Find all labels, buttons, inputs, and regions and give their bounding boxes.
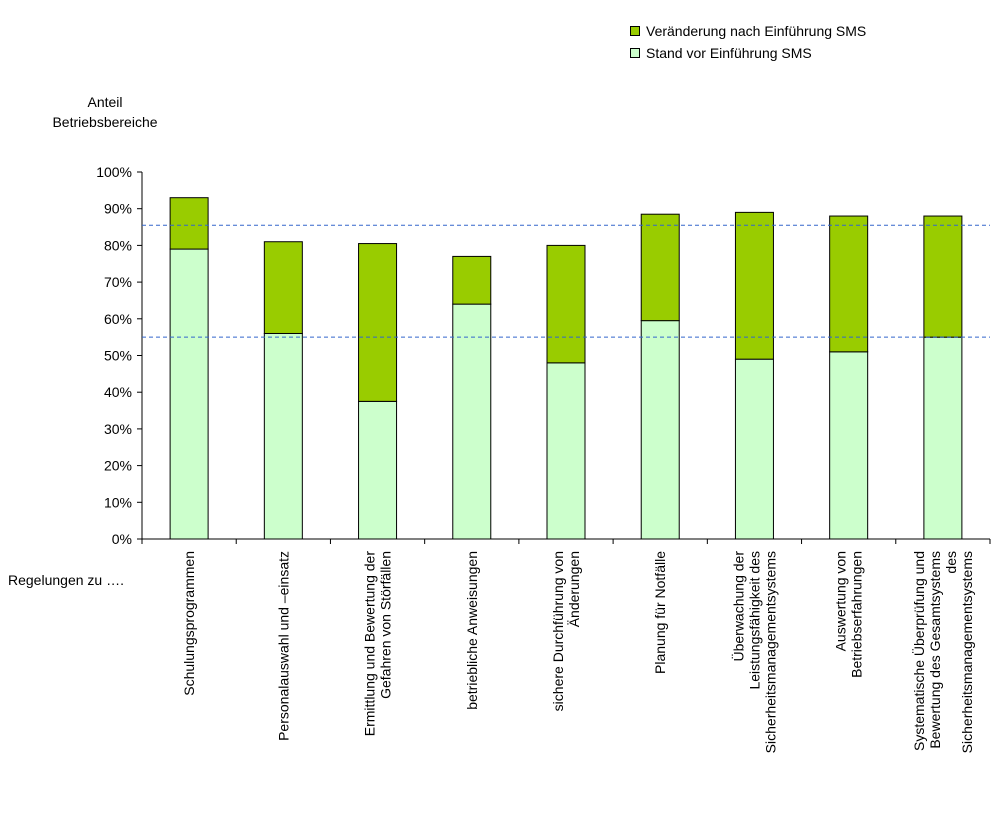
bar-segment-before — [546, 362, 586, 540]
y-tick-label: 100% — [96, 164, 132, 180]
bar-segment-before — [169, 248, 209, 540]
bar-segment-change — [829, 215, 869, 353]
x-category-label: betriebliche Anweisungen — [464, 551, 480, 710]
x-category-label: Leistungsfähigkeit des — [746, 551, 762, 690]
bar-segment-change — [169, 197, 209, 250]
x-category-label: Änderungen — [566, 551, 582, 627]
y-tick-label: 30% — [104, 421, 132, 437]
x-category-label: Schulungsprogrammen — [181, 551, 197, 696]
bar-segment-before — [263, 332, 303, 540]
x-category-label: Gefahren von Störfällen — [378, 551, 394, 699]
x-category-label: Überwachung der — [729, 551, 746, 662]
bar-segment-change — [640, 213, 680, 322]
y-tick-label: 40% — [104, 384, 132, 400]
y-axis-title-line-1: Anteil — [87, 94, 123, 110]
bar-segment-change — [546, 244, 586, 364]
y-tick-label: 70% — [104, 274, 132, 290]
x-category-label: Systematische Überprüfung und — [910, 551, 927, 751]
legend-label-before: Stand vor Einführung SMS — [646, 45, 812, 61]
legend-item-before: Stand vor Einführung SMS — [630, 42, 866, 64]
x-category-label: Ermittlung und Bewertung der — [362, 551, 378, 737]
legend: Veränderung nach Einführung SMS Stand vo… — [630, 20, 866, 64]
x-category-label: sichere Durchführung von — [550, 551, 566, 711]
legend-item-change: Veränderung nach Einführung SMS — [630, 20, 866, 42]
bar-segment-change — [358, 243, 398, 402]
bar-segment-before — [640, 320, 680, 540]
bar-segment-before — [358, 400, 398, 540]
y-tick-label: 50% — [104, 348, 132, 364]
y-tick-label: 60% — [104, 311, 132, 327]
y-tick-label: 0% — [112, 531, 132, 547]
bar-segment-change — [452, 255, 492, 305]
x-category-label: Betriebserfahrungen — [849, 551, 865, 678]
bar-segment-before — [452, 303, 492, 540]
y-tick-label: 20% — [104, 458, 132, 474]
legend-swatch-before — [630, 48, 640, 58]
bar-segment-change — [923, 215, 963, 338]
x-category-label: Auswertung von — [833, 551, 849, 651]
bar-segment-before — [923, 336, 963, 540]
bar-segment-change — [734, 211, 774, 360]
x-category-label: Personalauswahl und –einsatz — [275, 551, 291, 741]
x-category-label: Bewertung des Gesamtsystems — [927, 551, 943, 749]
y-axis-title: Anteil Betriebsbereiche — [25, 92, 185, 132]
bar-segment-before — [734, 358, 774, 540]
legend-swatch-change — [630, 26, 640, 36]
y-tick-label: 90% — [104, 201, 132, 217]
y-tick-label: 80% — [104, 237, 132, 253]
bar-segment-change — [263, 241, 303, 334]
legend-label-change: Veränderung nach Einführung SMS — [646, 23, 867, 39]
y-axis-title-line-2: Betriebsbereiche — [52, 114, 158, 130]
x-category-label: Planung für Notfälle — [652, 551, 668, 674]
x-category-label: Sicherheitsmanagementsystems — [959, 551, 975, 753]
bar-segment-before — [829, 351, 869, 540]
y-tick-label: 10% — [104, 494, 132, 510]
x-axis-prefix: Regelungen zu …. — [8, 572, 124, 588]
x-category-label: des — [943, 551, 959, 574]
x-category-label: Sicherheitsmanagementsystems — [762, 551, 778, 753]
